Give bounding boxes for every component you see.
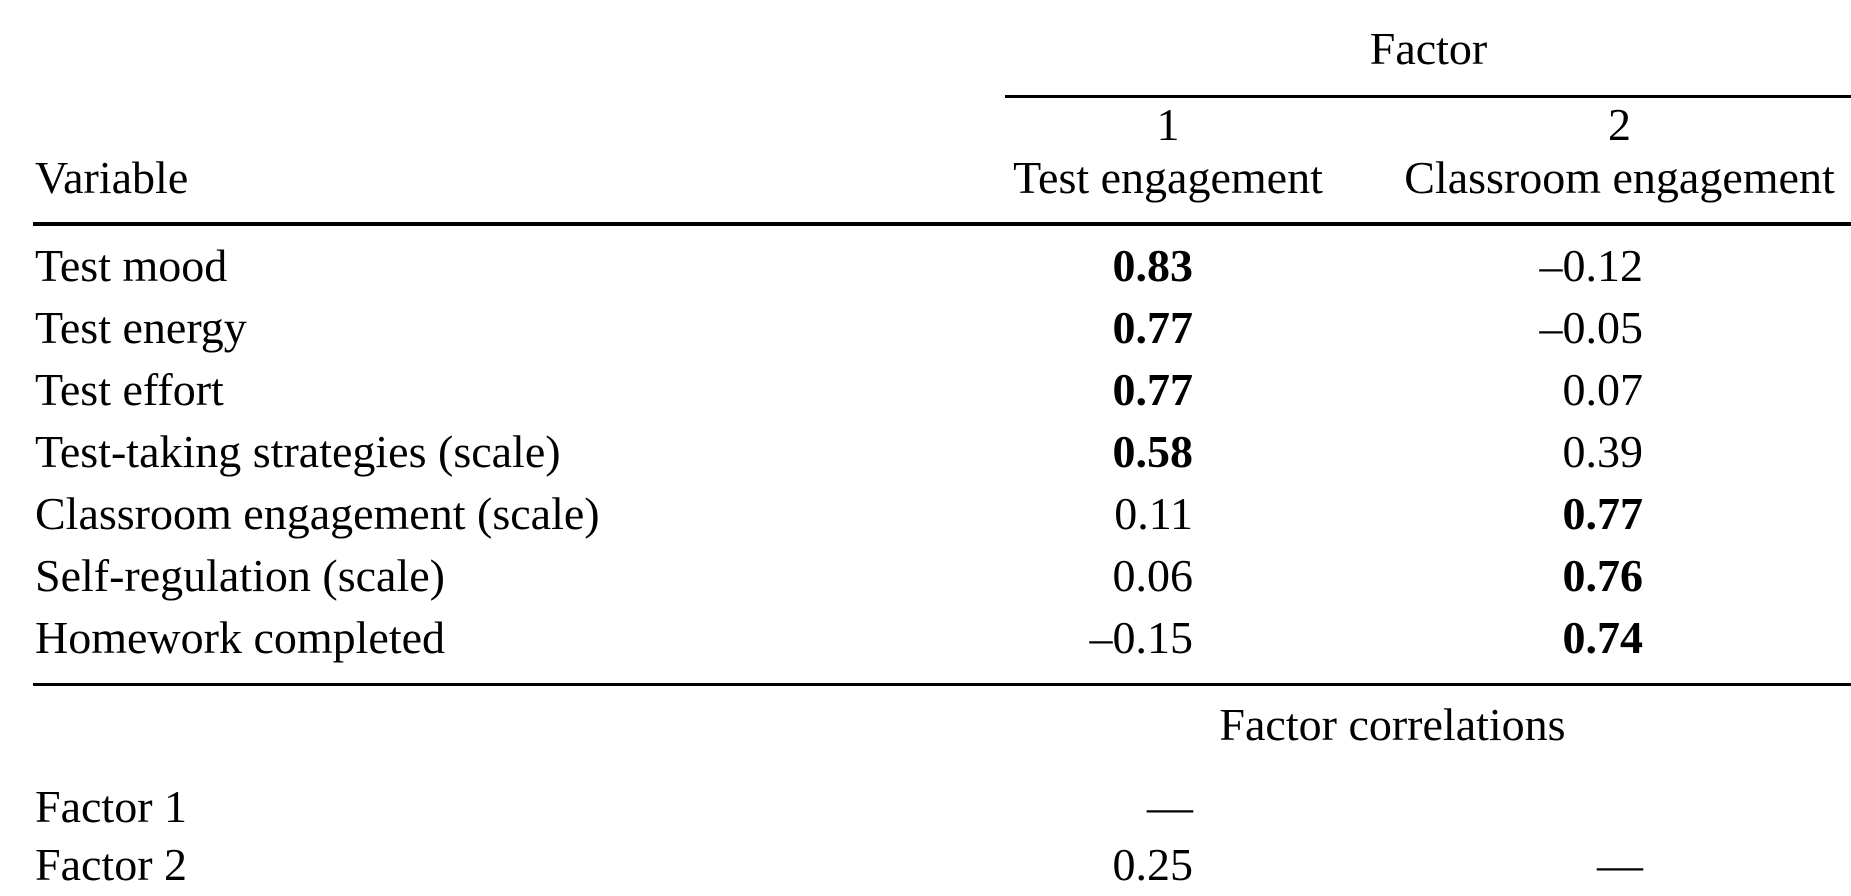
factor1-value: 0.25 <box>1112 838 1194 890</box>
factor1-value: 0.58 <box>1112 425 1194 477</box>
factor2-value: 0.39 <box>1562 425 1644 477</box>
factor-spanner-label: Factor <box>1369 23 1488 74</box>
factor1-value: 0.77 <box>1112 363 1194 415</box>
factor1-value: 0.11 <box>1114 487 1193 539</box>
factor2-column-header: 2 Classroom engagement <box>1388 98 1851 234</box>
factor2-value: 0.74 <box>1562 611 1644 663</box>
factor-spanner-rule <box>1005 95 1851 98</box>
loadings-bottom-rule <box>33 683 1851 686</box>
row-label: Test energy <box>35 301 247 353</box>
factor1-value: 0.83 <box>1112 239 1194 291</box>
row-label: Homework completed <box>35 611 446 663</box>
row-label: Test effort <box>35 363 224 415</box>
row-label: Factor 1 <box>35 780 188 832</box>
header-bottom-rule <box>33 222 1851 226</box>
row-label: Test mood <box>35 239 228 291</box>
row-label: Self-regulation (scale) <box>35 549 445 601</box>
factor2-value: –0.05 <box>1539 301 1644 353</box>
variable-column-header: Variable <box>35 152 189 203</box>
factor-correlations-heading: Factor correlations <box>1219 698 1566 750</box>
factor2-value: — <box>1597 838 1643 890</box>
factor2-value: 0.07 <box>1562 363 1644 415</box>
factor2-value: 0.76 <box>1562 549 1644 601</box>
factor2-value: –0.12 <box>1539 239 1644 291</box>
row-label: Test-taking strategies (scale) <box>35 425 561 477</box>
row-label: Classroom engagement (scale) <box>35 487 600 539</box>
factor1-value: 0.77 <box>1112 301 1194 353</box>
factor2-number: 2 <box>1608 99 1631 150</box>
factor1-number: 1 <box>1156 99 1180 150</box>
row-label: Factor 2 <box>35 838 188 890</box>
factor1-value: –0.15 <box>1089 611 1194 663</box>
factor2-value: 0.77 <box>1562 487 1644 539</box>
factor1-value: 0.06 <box>1112 549 1194 601</box>
factor1-name: Test engagement <box>1013 152 1323 203</box>
factor1-column-header: 1 Test engagement <box>948 98 1388 234</box>
factor2-name: Classroom engagement <box>1404 152 1835 203</box>
factor1-value: — <box>1147 780 1193 832</box>
